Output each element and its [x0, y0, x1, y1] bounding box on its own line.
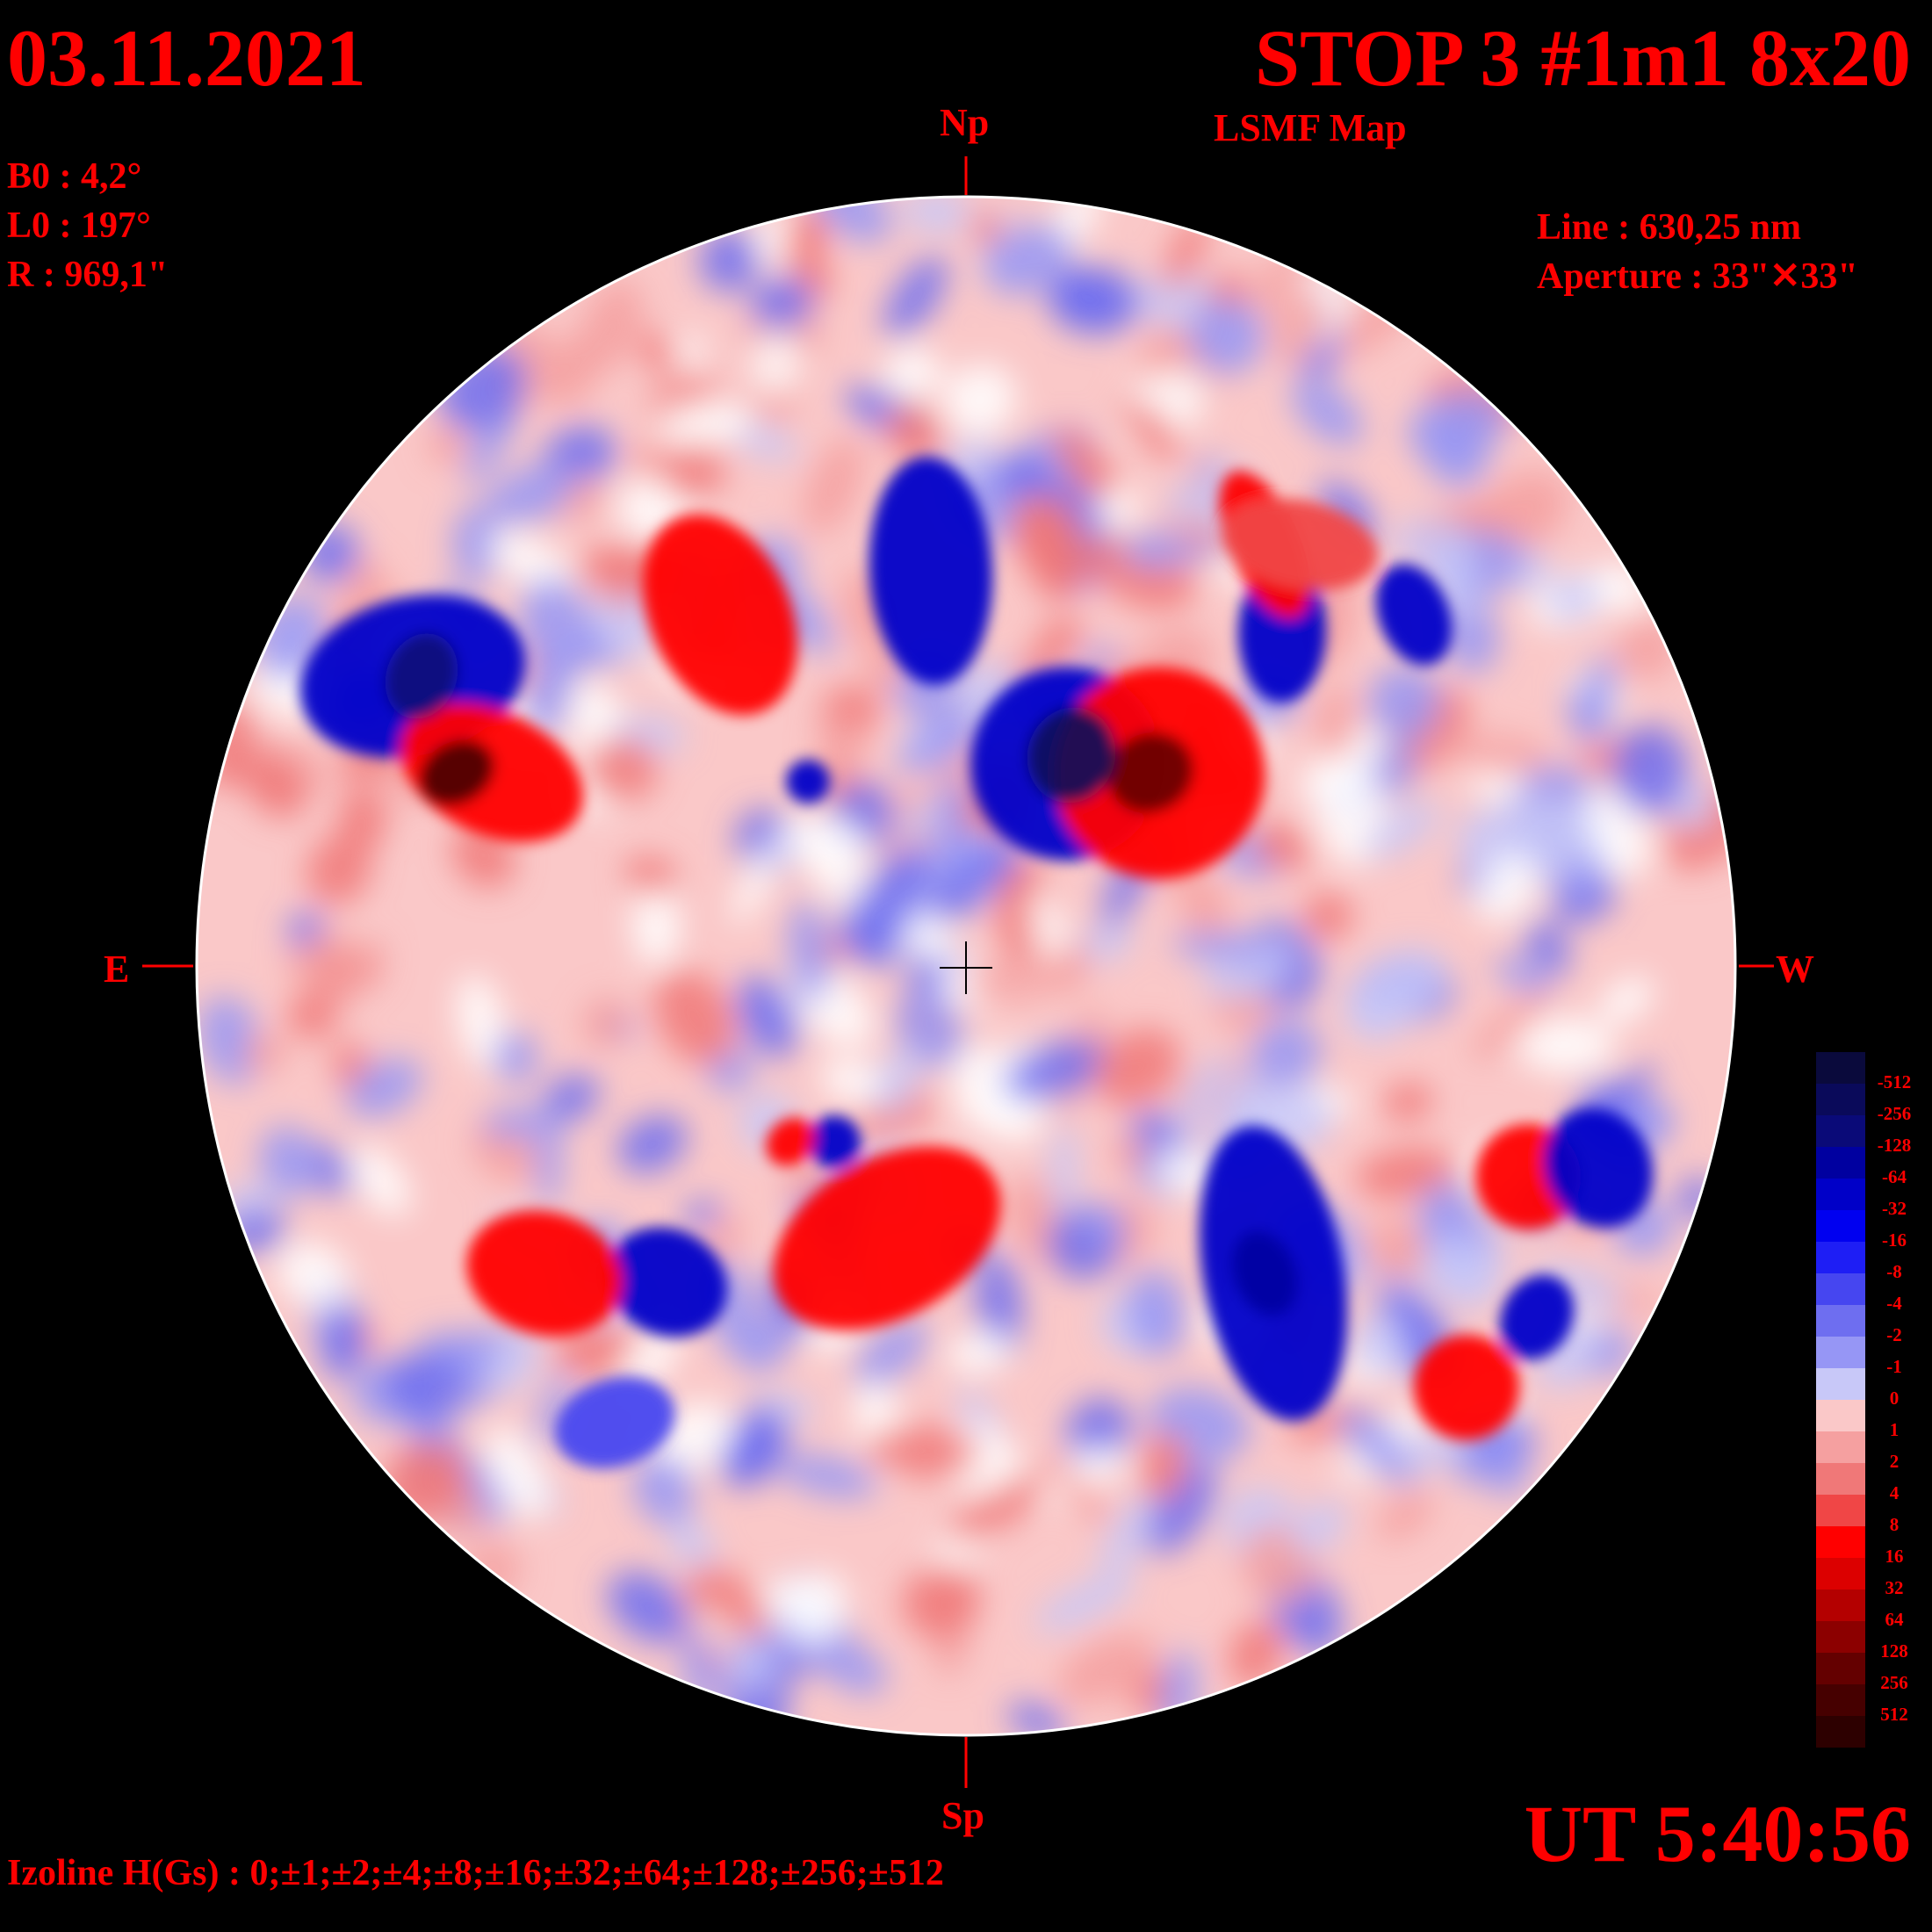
page-title: STOP 3 #1m1 8x20	[1254, 13, 1911, 103]
param-line: Line : 630,25 nm	[1537, 207, 1802, 248]
color-scale-cell	[1816, 1653, 1865, 1684]
color-scale-label: 256	[1880, 1672, 1908, 1693]
solar-disk	[197, 197, 1735, 1735]
color-scale-cell	[1816, 1273, 1865, 1305]
color-scale-cell	[1816, 1463, 1865, 1495]
color-scale-cell	[1816, 1400, 1865, 1431]
color-scale-label: 1	[1889, 1419, 1900, 1440]
color-scale-label: -1	[1886, 1356, 1902, 1377]
color-scale-bar	[1816, 1052, 1865, 1748]
color-scale-cell	[1816, 1242, 1865, 1273]
param-l0: L0 : 197°	[7, 205, 151, 246]
color-scale-label: 32	[1885, 1577, 1904, 1598]
color-scale-label: -256	[1877, 1103, 1912, 1124]
color-scale-label: -32	[1882, 1198, 1907, 1219]
color-scale-label: -128	[1877, 1135, 1912, 1156]
color-scale-cell	[1816, 1210, 1865, 1242]
color-scale-cell	[1816, 1684, 1865, 1716]
color-scale-cell	[1816, 1084, 1865, 1115]
observation-date: 03.11.2021	[7, 13, 366, 103]
color-scale-cell	[1816, 1115, 1865, 1147]
color-scale-cell	[1816, 1526, 1865, 1558]
color-scale-label: 2	[1889, 1451, 1900, 1472]
color-scale-label: -2	[1886, 1324, 1902, 1345]
color-scale-label: 16	[1885, 1546, 1904, 1567]
color-scale-cell	[1816, 1590, 1865, 1621]
color-scale-label: 64	[1885, 1609, 1904, 1630]
map-subtitle: LSMF Map	[1214, 106, 1407, 149]
param-b0: B0 : 4,2°	[7, 156, 142, 197]
color-scale-label: -512	[1877, 1071, 1912, 1092]
center-cross	[940, 941, 992, 994]
east-label: E	[104, 948, 130, 991]
color-scale-label: 512	[1880, 1704, 1908, 1725]
color-scale-label: -4	[1886, 1293, 1902, 1314]
color-scale-cell	[1816, 1305, 1865, 1337]
color-scale-label: -64	[1882, 1166, 1907, 1187]
color-scale-cell	[1816, 1431, 1865, 1463]
color-scale-cell	[1816, 1621, 1865, 1653]
color-scale-label: 128	[1880, 1640, 1908, 1662]
west-label: W	[1776, 948, 1814, 991]
color-scale-cell	[1816, 1179, 1865, 1210]
north-pole-label: Np	[940, 101, 990, 144]
color-scale-cell	[1816, 1147, 1865, 1179]
color-scale-cell	[1816, 1716, 1865, 1748]
color-scale-cell	[1816, 1368, 1865, 1400]
color-scale-label: 8	[1889, 1514, 1900, 1535]
color-scale-label: -8	[1886, 1261, 1902, 1282]
color-scale-label: 0	[1889, 1388, 1900, 1409]
param-aperture: Aperture : 33"✕33"	[1537, 256, 1858, 297]
izoline-legend: Izoline H(Gs) : 0;±1;±2;±4;±8;±16;±32;±6…	[7, 1853, 944, 1893]
color-scale-cell	[1816, 1495, 1865, 1526]
color-scale-label: -16	[1882, 1229, 1907, 1251]
color-scale-label: 4	[1889, 1482, 1900, 1503]
param-r: R : 969,1"	[7, 255, 169, 295]
color-scale-cell	[1816, 1558, 1865, 1590]
color-scale-cell	[1816, 1052, 1865, 1084]
south-pole-label: Sp	[941, 1794, 984, 1837]
color-scale-cell	[1816, 1337, 1865, 1368]
observation-time: UT 5:40:56	[1524, 1789, 1911, 1878]
